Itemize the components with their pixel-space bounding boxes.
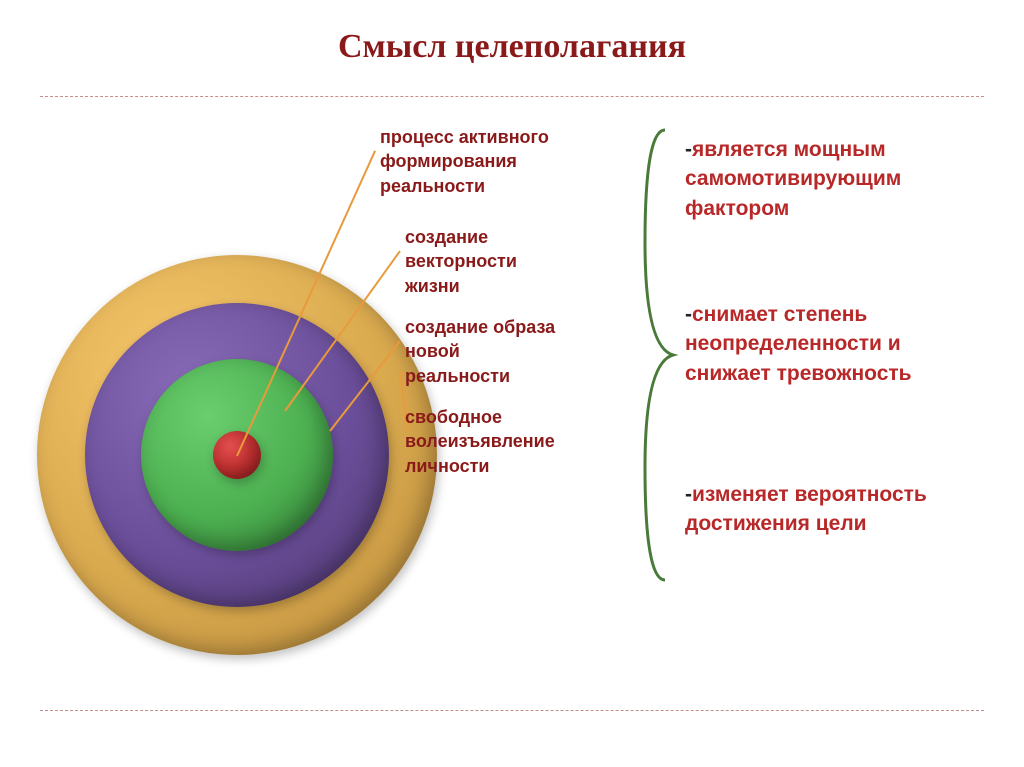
callout-label: свободное волеизъявление личности	[405, 405, 555, 478]
divider-top	[40, 96, 984, 97]
bullet-item: -является мощным самомотивирующим фактор…	[685, 135, 975, 223]
callout-label: создание образа новой реальности	[405, 315, 555, 388]
callout-label: процесс активного формирования реальност…	[380, 125, 549, 198]
bullet-item: -изменяет вероятность достижения цели	[685, 480, 975, 539]
divider-bottom	[40, 710, 984, 711]
brace-bracket	[635, 120, 685, 590]
page-title: Смысл целеполагания	[0, 0, 1024, 66]
callout-label: создание векторности жизни	[405, 225, 517, 298]
bullet-item: -снимает степень неопределенности и сниж…	[685, 300, 975, 388]
